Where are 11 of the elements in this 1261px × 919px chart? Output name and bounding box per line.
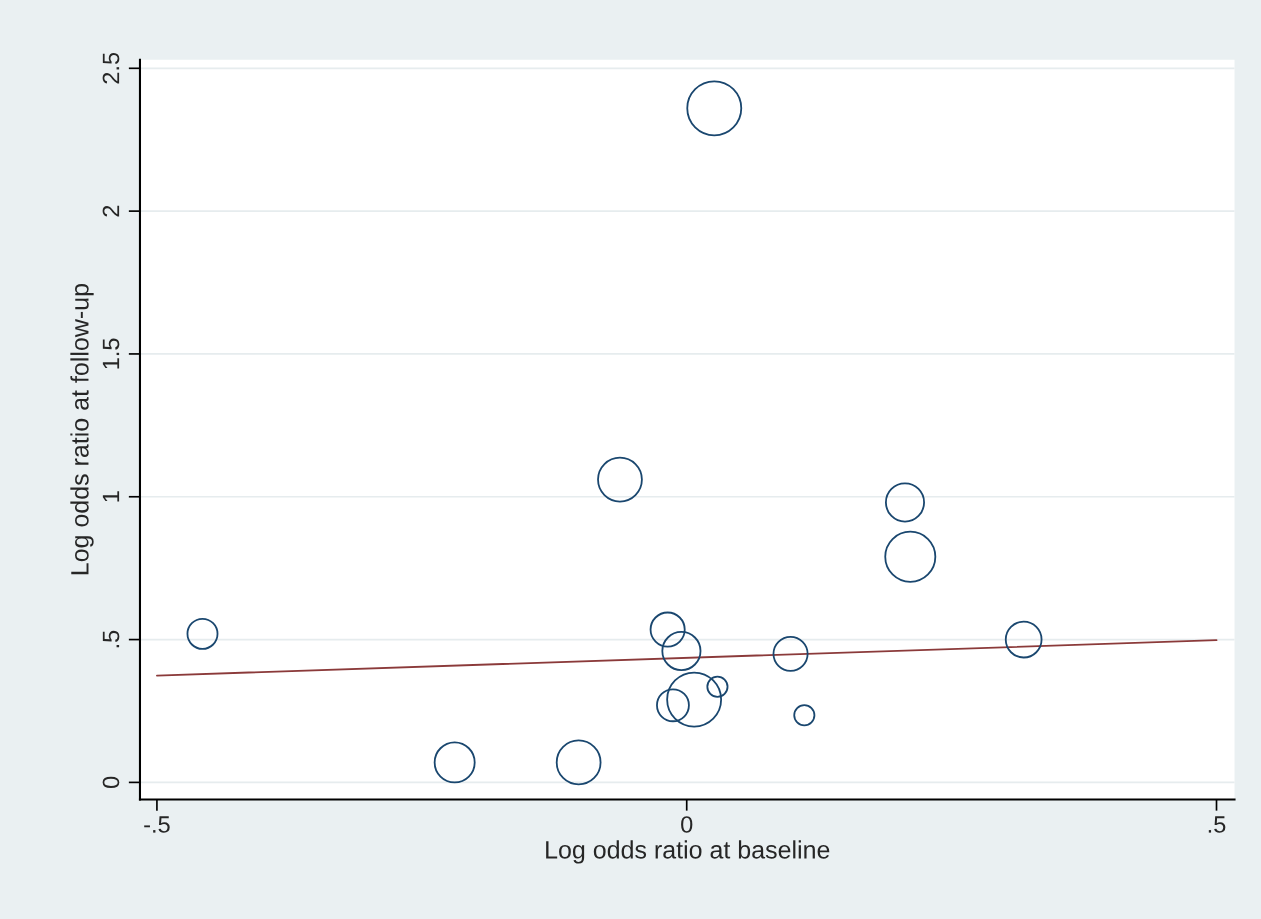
y-axis-title: Log odds ratio at follow-up <box>70 284 94 575</box>
x-tick-label: 0 <box>681 816 693 833</box>
y-tick-label: 2.5 <box>102 52 120 84</box>
y-tick-label: 1.5 <box>102 338 120 369</box>
y-tick-label: 1 <box>102 491 120 502</box>
y-tick-label: 2 <box>102 205 120 217</box>
x-tick-label: .5 <box>1208 816 1226 833</box>
x-tick-label: -.5 <box>144 816 170 833</box>
y-tick-label: .5 <box>102 630 120 648</box>
y-tick-label: 0 <box>102 776 120 789</box>
x-axis-title: Log odds ratio at baseline <box>546 840 830 864</box>
